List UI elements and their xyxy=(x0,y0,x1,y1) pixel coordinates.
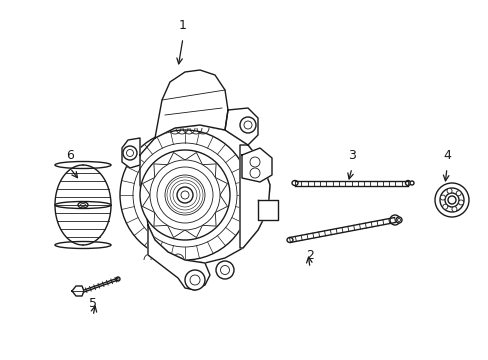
Polygon shape xyxy=(140,125,269,263)
Circle shape xyxy=(446,188,451,193)
Circle shape xyxy=(164,175,204,215)
Circle shape xyxy=(455,191,460,196)
Text: 5: 5 xyxy=(89,297,97,310)
Circle shape xyxy=(150,160,220,230)
Circle shape xyxy=(184,270,204,290)
Text: 1: 1 xyxy=(179,19,186,32)
Polygon shape xyxy=(148,225,209,290)
Circle shape xyxy=(434,183,468,217)
Polygon shape xyxy=(240,145,269,248)
Circle shape xyxy=(451,207,456,212)
Circle shape xyxy=(177,187,193,203)
Circle shape xyxy=(123,146,137,160)
Ellipse shape xyxy=(286,238,292,243)
Circle shape xyxy=(157,167,213,223)
Circle shape xyxy=(444,193,458,207)
Ellipse shape xyxy=(389,215,399,225)
Ellipse shape xyxy=(116,277,120,281)
Text: 3: 3 xyxy=(347,149,355,162)
Polygon shape xyxy=(72,286,84,296)
Circle shape xyxy=(240,117,256,133)
Text: 6: 6 xyxy=(66,149,74,162)
Circle shape xyxy=(249,157,260,167)
Text: 2: 2 xyxy=(305,249,313,262)
Circle shape xyxy=(442,204,447,209)
Circle shape xyxy=(216,261,234,279)
Circle shape xyxy=(447,196,455,204)
Circle shape xyxy=(181,191,189,199)
Circle shape xyxy=(439,188,463,212)
Polygon shape xyxy=(122,138,140,168)
Ellipse shape xyxy=(409,181,413,185)
Polygon shape xyxy=(155,70,227,138)
Polygon shape xyxy=(224,108,258,145)
Ellipse shape xyxy=(78,202,88,208)
Circle shape xyxy=(458,200,463,205)
Circle shape xyxy=(140,150,229,240)
Polygon shape xyxy=(258,200,278,220)
Text: 4: 4 xyxy=(442,149,450,162)
Ellipse shape xyxy=(291,180,297,185)
Circle shape xyxy=(249,168,260,178)
Circle shape xyxy=(439,195,445,200)
Polygon shape xyxy=(242,148,271,182)
Ellipse shape xyxy=(405,180,409,185)
Ellipse shape xyxy=(395,217,401,223)
